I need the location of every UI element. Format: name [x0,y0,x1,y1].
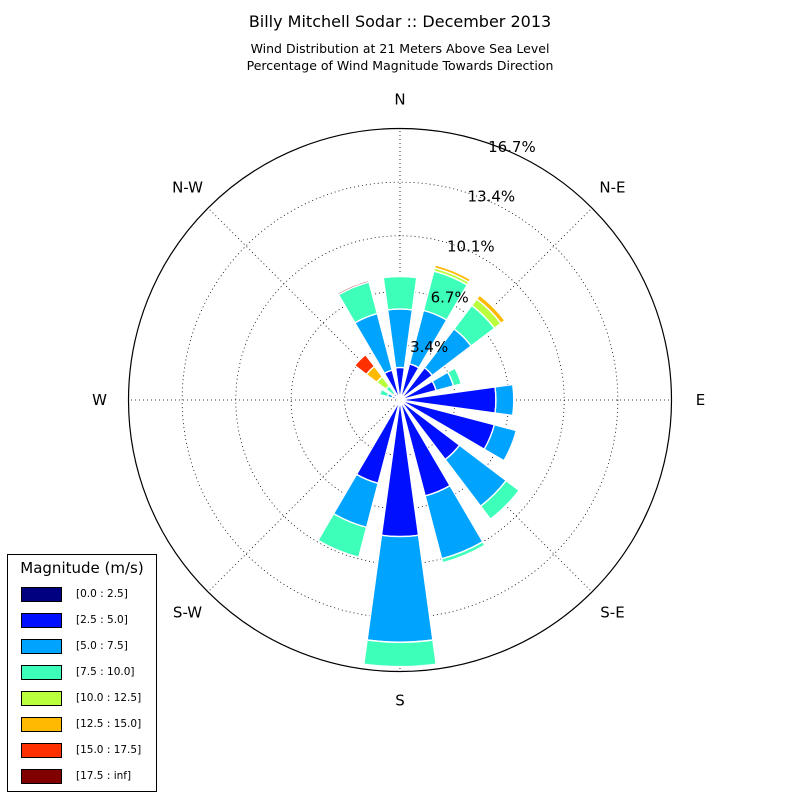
radial-tick-label: 13.4% [468,188,516,206]
legend-item: [7.5 : 10.0] [21,665,151,681]
legend-title: Magnitude (m/s) [20,559,144,577]
direction-label: N [394,91,405,109]
legend-label: [5.0 : 7.5] [76,640,128,652]
legend-label: [2.5 : 5.0] [76,614,128,626]
legend-swatch [21,743,62,758]
direction-label: N-E [599,179,625,197]
legend-item: [15.0 : 17.5] [21,743,151,759]
windrose-bar-segment [478,293,507,322]
radial-tick-label: 16.7% [488,138,536,156]
legend-label: [17.5 : inf] [76,770,132,782]
legend-swatch [21,691,62,706]
direction-label: S [395,692,405,710]
legend-item: [5.0 : 7.5] [21,639,151,655]
windrose-bar-segment [479,479,521,521]
legend-swatch [21,717,62,732]
windrose-bar-segment [494,383,515,417]
windrose-bar-segment [440,540,486,564]
direction-label: W [92,391,107,409]
windrose-bar-segment [336,279,370,296]
radial-tick-label: 6.7% [431,288,469,306]
legend-item: [10.0 : 12.5] [21,691,151,707]
chart-labels: N N-E E S-E S S-W W N-W 3.4% 6.7% 10.1% 13.4% 16.7% [92,91,705,710]
chart-subtitle-line-1: Wind Distribution at 21 Meters Above Sea… [250,41,550,56]
legend-item: [12.5 : 15.0] [21,717,151,733]
legend-swatch [21,665,62,680]
legend-item: [2.5 : 5.0] [21,613,151,629]
windrose-bar-segment [382,274,418,279]
chart-subtitle-line-2: Percentage of Wind Magnitude Towards Dir… [246,58,554,73]
radial-tick-label: 10.1% [447,237,495,255]
windrose-bar-segment [363,639,437,668]
windrose-bar-segment [386,308,414,369]
windrose-bar-segment [446,367,463,387]
legend-label: [0.0 : 2.5] [76,588,128,600]
legend-label: [10.0 : 12.5] [76,692,142,704]
windrose-bar-segment [366,534,434,643]
windrose-bar-segment [353,353,376,376]
legend-swatch [21,769,62,784]
direction-label: N-W [172,179,203,197]
windrose-bar-segment [382,275,418,311]
legend-item: [0.0 : 2.5] [21,587,151,603]
outer-circle [127,127,673,673]
direction-label: S-W [173,603,202,621]
legend-swatch [21,639,62,654]
radial-tick-label: 3.4% [410,338,448,356]
legend-item: [17.5 : inf] [21,769,151,785]
legend-label: [7.5 : 10.0] [76,666,135,678]
legend: Magnitude (m/s) [0.0 : 2.5] [2.5 : 5.0] [5… [7,554,157,792]
chart-title: Billy Mitchell Sodar :: December 2013 [248,12,552,31]
windrose-bar-segment [434,263,472,281]
windrose-bar-segment [483,423,518,462]
windrose-bar-segment [378,388,390,398]
direction-label: S-E [600,603,624,621]
legend-swatch [21,613,62,628]
windrose-bar-segment [317,512,368,559]
legend-label: [12.5 : 15.0] [76,718,142,730]
windrose-bars [317,263,521,668]
direction-label: E [696,391,705,409]
legend-swatch [21,587,62,602]
legend-label: [15.0 : 17.5] [76,744,142,756]
grid-circle [181,181,619,619]
